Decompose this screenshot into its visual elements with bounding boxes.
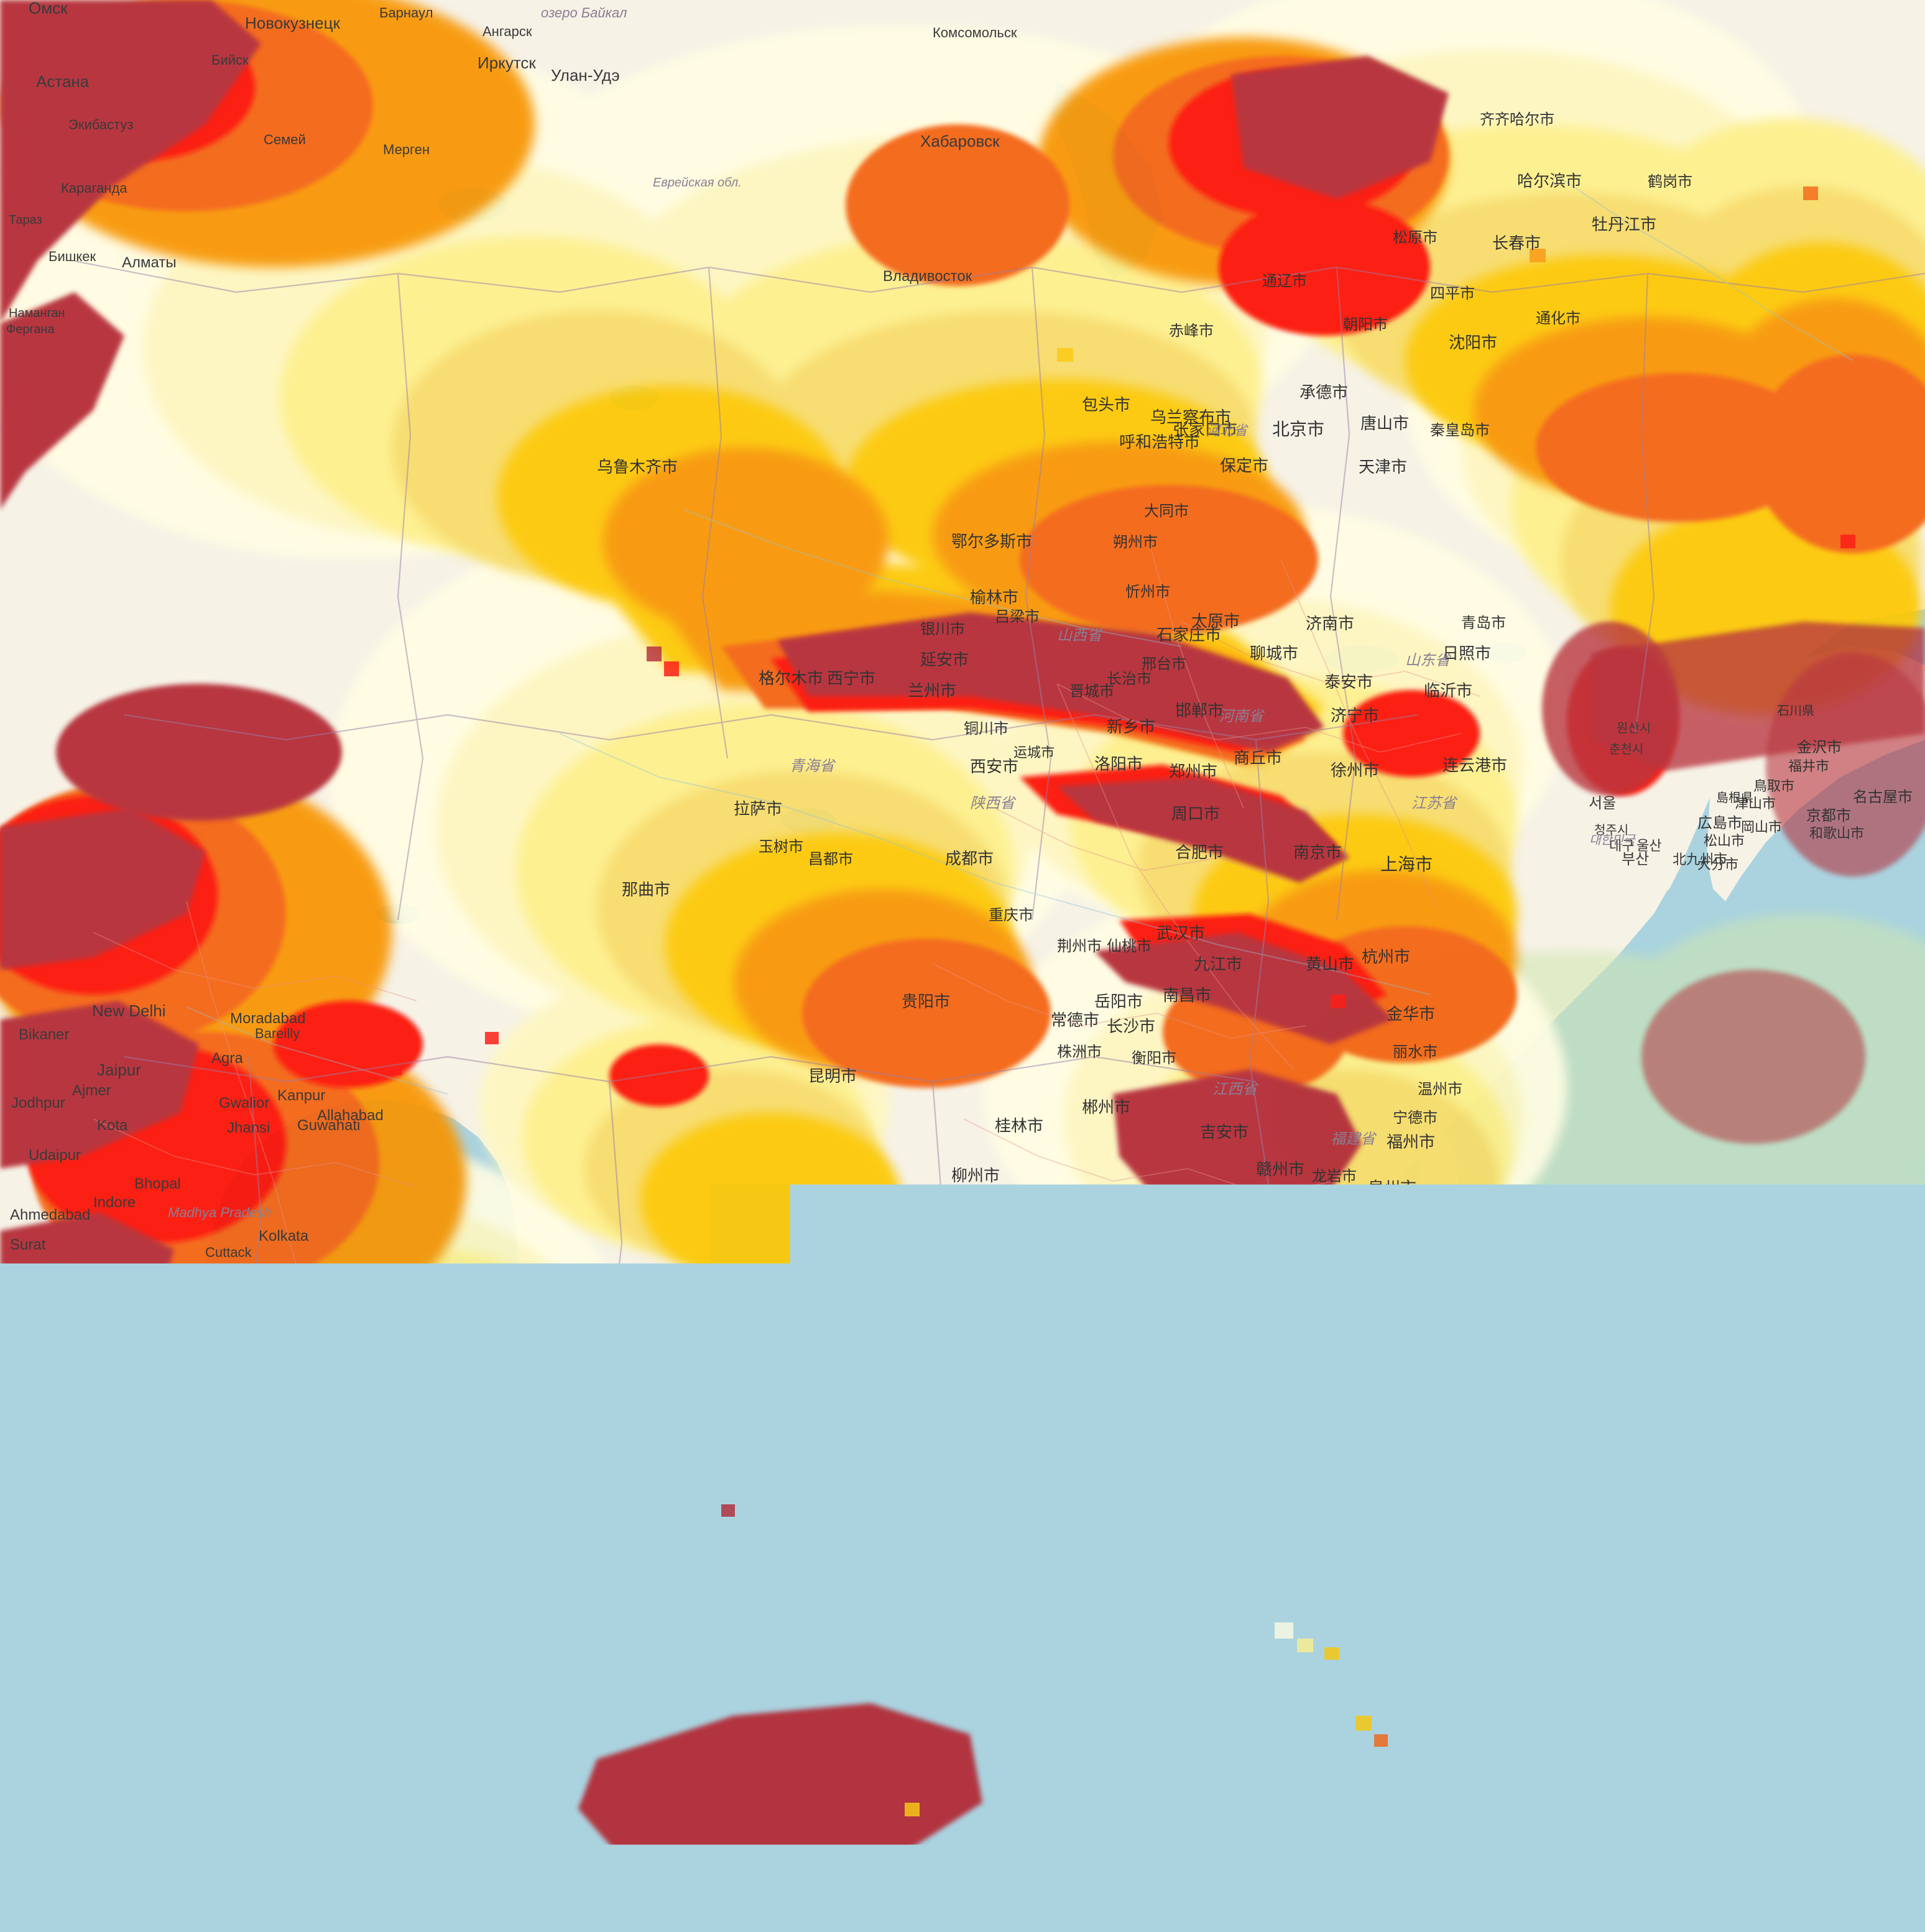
colorbar-tick-labels: 0.1 0.2 0.3 0.4 0.5 0.6 0.7 0.8 0.9 1 [782, 1896, 1164, 1925]
colorbar-tick-0.9: 0.9 [1094, 1896, 1119, 1916]
data-batch-row: 数据批次：2026032400UTC [68, 1824, 815, 1847]
colorbar-swatch-7 [1079, 1874, 1122, 1894]
colorbar-tick-1: 1 [1140, 1896, 1150, 1916]
colorbar-swatch-0 [783, 1874, 825, 1894]
title-block: 朝霞云底高度_2026-03-25 制作时间：2026-03-24 18:00 … [68, 1727, 815, 1847]
weather-map-page: Омск Астана Экибастуз Караганда Семей Но… [0, 0, 1925, 1932]
made-time-label: 制作时间： [68, 1775, 177, 1800]
map-canvas[interactable]: Омск Астана Экибастуз Караганда Семей Но… [0, 0, 1925, 1870]
colorbar-swatch-5 [995, 1874, 1037, 1894]
colorbar-swatch-3 [910, 1874, 952, 1894]
colorbar-tick-0.5: 0.5 [942, 1896, 966, 1916]
title-date: 2026-03-25 [275, 1726, 423, 1760]
colorbar-swatch-4 [952, 1874, 994, 1894]
data-batch-label: 数据批次： [68, 1824, 177, 1849]
colorbar-tick-0.3: 0.3 [866, 1896, 890, 1916]
title-product-name: 朝霞云底高度 [68, 1724, 259, 1761]
title-separator: _ [259, 1726, 275, 1760]
colorbar-swatch-2 [867, 1874, 910, 1894]
colorbar-swatch-8 [1122, 1874, 1163, 1894]
colorbar-tick-0.1: 0.1 [789, 1896, 813, 1916]
colorbar-swatch-1 [825, 1874, 867, 1894]
page-title: 朝霞云底高度_2026-03-25 [68, 1727, 815, 1759]
colorbar-tick-0.7: 0.7 [1018, 1896, 1043, 1916]
colorbar-tick-0.6: 0.6 [980, 1896, 1004, 1916]
colorbar-swatches [782, 1874, 1164, 1895]
map-raster-svg: Омск Астана Экибастуз Караганда Семей Но… [0, 0, 1925, 1870]
data-batch-value: 2026032400UTC [178, 1823, 354, 1848]
colorbar-swatch-6 [1037, 1874, 1079, 1894]
made-time-value: 2026-03-24 18:00 [178, 1774, 361, 1800]
colorbar-legend: 0.1 0.2 0.3 0.4 0.5 0.6 0.7 0.8 0.9 1 [782, 1874, 1165, 1930]
colorbar-tick-0.4: 0.4 [903, 1896, 928, 1916]
made-time-row: 制作时间：2026-03-24 18:00 [68, 1775, 815, 1799]
colorbar-tick-0.2: 0.2 [828, 1896, 852, 1916]
colorbar-tick-0.8: 0.8 [1056, 1896, 1081, 1916]
